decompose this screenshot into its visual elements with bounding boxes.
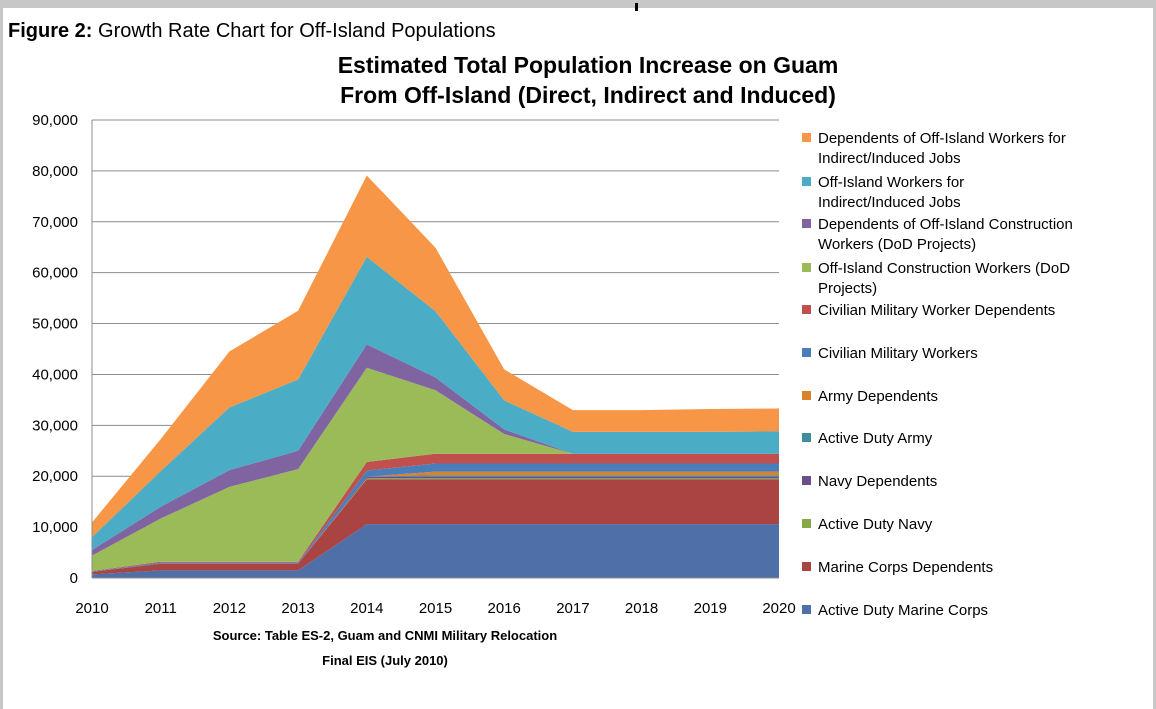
legend-label: Army Dependents [818, 388, 938, 405]
y-tick-label: 40,000 [32, 366, 78, 383]
area-series-1 [92, 479, 779, 575]
chart-title: Estimated Total Population Increase on G… [238, 50, 938, 110]
legend-label: Active Duty Army [818, 430, 933, 447]
x-tick-label: 2016 [488, 600, 521, 617]
page-frame-left [0, 0, 3, 709]
legend-swatch [802, 305, 811, 314]
legend-label: Dependents of Off-Island Workers for Indi… [818, 130, 1066, 167]
area-series-11 [92, 175, 779, 538]
x-tick-label: 2018 [625, 600, 658, 617]
y-tick-label: 20,000 [32, 468, 78, 485]
page-frame-top [0, 0, 1156, 8]
y-tick-label: 70,000 [32, 214, 78, 231]
source-line-2: Final EIS (July 2010) [322, 653, 448, 668]
legend-swatch [802, 433, 811, 442]
legend-label: Navy Dependents [818, 473, 937, 490]
chart-title-line-2: From Off-Island (Direct, Indirect and In… [340, 82, 836, 108]
y-tick-label: 80,000 [32, 163, 78, 180]
x-tick-label: 2015 [419, 600, 452, 617]
x-tick-label: 2019 [694, 600, 727, 617]
x-tick-label: 2017 [556, 600, 589, 617]
figure-label: Figure 2: [8, 20, 93, 42]
source-line-1: Source: Table ES-2, Guam and CNMI Milita… [212, 628, 558, 643]
legend-label: Dependents of Off-Island Construction Wor… [818, 216, 1073, 253]
legend-swatch [802, 133, 811, 142]
y-tick-label: 0 [70, 570, 78, 587]
legend-swatch [802, 519, 811, 528]
legend-swatch [802, 219, 811, 228]
stray-mark [635, 3, 638, 11]
area-series-10 [92, 256, 779, 550]
area-series-8 [92, 367, 779, 571]
y-tick-label: 50,000 [32, 316, 78, 333]
x-tick-label: 2020 [762, 600, 795, 617]
legend-swatch [802, 348, 811, 357]
x-tick-label: 2014 [350, 600, 383, 617]
legend-label: Civilian Military Worker Dependents [818, 302, 1055, 319]
page-frame-right [1153, 0, 1156, 709]
figure-caption: Figure 2: Growth Rate Chart for Off-Isla… [8, 20, 496, 43]
legend-swatch [802, 177, 811, 186]
y-tick-label: 60,000 [32, 265, 78, 282]
x-tick-label: 2012 [213, 600, 246, 617]
x-tick-label: 2010 [75, 600, 108, 617]
legend-label: Off-Island Workers for Indirect/Induced J… [818, 174, 964, 211]
y-tick-label: 10,000 [32, 519, 78, 536]
legend-label: Active Duty Navy [818, 516, 933, 533]
legend-swatch [802, 263, 811, 272]
legend-label: Off-Island Construction Workers (DoD Proj… [818, 260, 1070, 297]
y-tick-label: 90,000 [32, 112, 78, 129]
legend-label: Marine Corps Dependents [818, 559, 993, 576]
area-series-9 [92, 344, 779, 556]
legend-swatch [802, 605, 811, 614]
legend-label: Civilian Military Workers [818, 345, 978, 362]
x-tick-label: 2013 [281, 600, 314, 617]
y-tick-label: 30,000 [32, 417, 78, 434]
legend-swatch [802, 391, 811, 400]
area-series-0 [92, 524, 779, 578]
legend-swatch [802, 476, 811, 485]
x-tick-label: 2011 [145, 600, 177, 617]
legend-swatch [802, 562, 811, 571]
figure-caption-text: Growth Rate Chart for Off-Island Populat… [98, 20, 496, 42]
chart-title-line-1: Estimated Total Population Increase on G… [337, 52, 839, 78]
legend-label: Active Duty Marine Corps [818, 602, 988, 619]
